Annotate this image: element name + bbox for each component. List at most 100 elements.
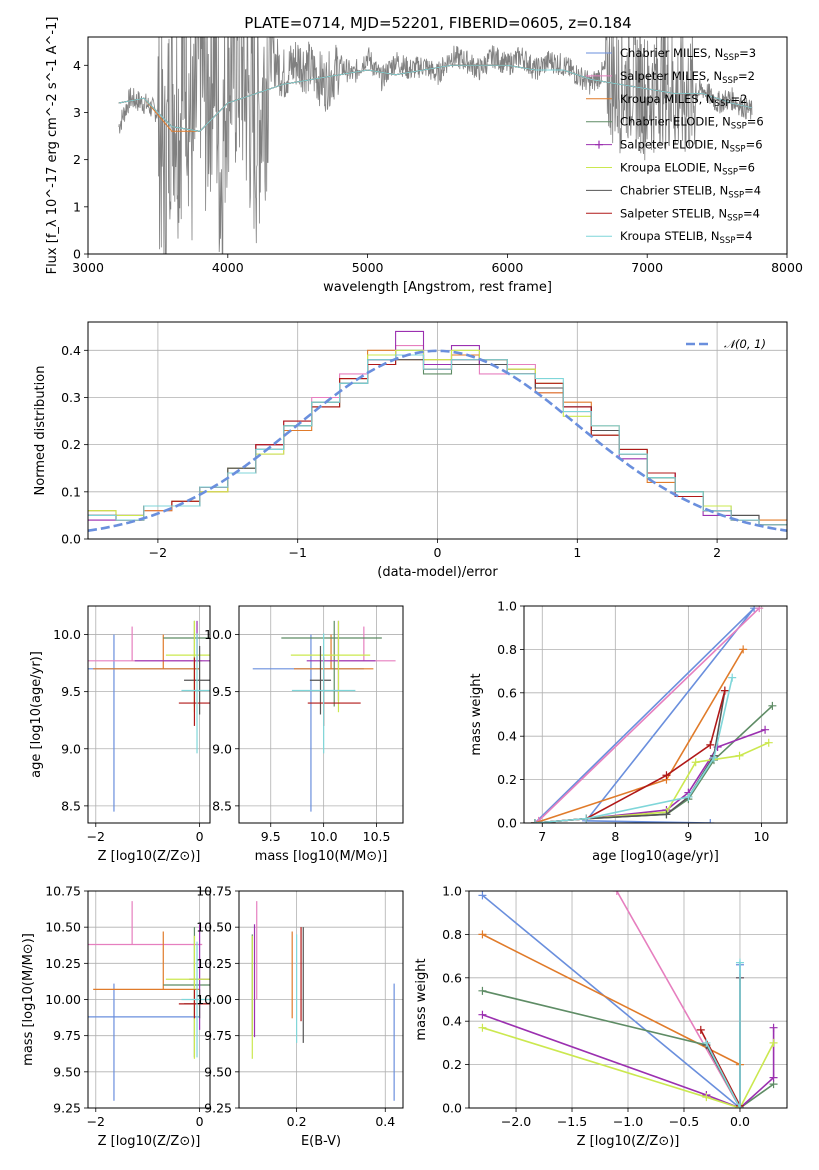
massweight-vs-age-ytick-label-1: 0.2 bbox=[497, 772, 517, 787]
mw-line-kroupa-elodie bbox=[482, 1026, 775, 1108]
residual-histogram-xtick-label-0: −2 bbox=[149, 545, 167, 560]
age-vs-z-frame bbox=[87, 605, 211, 824]
mw-marker-kroupa-stelib-4 bbox=[728, 673, 737, 682]
residual-histogram-xlabel: (data-model)/error bbox=[377, 565, 498, 580]
spectrum-panel: 3000 4000 5000 6000 7000 8000 0 1 2 3 4 wavelength … bbox=[45, 17, 803, 295]
legend-label-salpeter-elodie: Salpeter ELODIE, NSSP=6 bbox=[620, 138, 763, 155]
mw-marker-kroupa-stelib-1 bbox=[735, 1104, 744, 1108]
errorbar-salpeter-elodie bbox=[306, 620, 376, 701]
mw-marker-kroupa-elodie-1 bbox=[702, 1093, 711, 1102]
massweight-vs-age-xtick-label-1: 8 bbox=[611, 829, 619, 844]
residual-histogram-xtick-label-4: 2 bbox=[713, 545, 721, 560]
errorbar-chabrier-elodie bbox=[281, 620, 382, 707]
mw-marker-kroupa-elodie-5 bbox=[764, 738, 773, 747]
residual-histogram-frame bbox=[87, 321, 788, 540]
mass-vs-ebv-ytick-label-3: 10.00 bbox=[196, 992, 232, 1007]
age-vs-mass-xtick-label-0: 9.5 bbox=[261, 829, 281, 844]
mw-marker-salpeter-stelib-3 bbox=[706, 740, 715, 749]
massweight-vs-age-panel: 7 8 9 10 0.0 0.2 0.4 0.6 0.8 1.0 age [log10(age/yr… bbox=[469, 599, 788, 864]
massweight-vs-age-xtick-label-2: 9 bbox=[684, 829, 692, 844]
errorbar-kroupa-stelib bbox=[291, 633, 356, 754]
mw-marker-kroupa-stelib-0 bbox=[530, 819, 539, 823]
spectrum-ylabel: Flux [f_λ 10^-17 erg cm^-2 s^-1 A^-1] bbox=[45, 17, 60, 275]
spectrum-ytick-label-1: 1 bbox=[73, 199, 81, 214]
mw-line-chabrier-miles bbox=[481, 894, 741, 1108]
legend-label-kroupa-elodie: Kroupa ELODIE, NSSP=6 bbox=[620, 161, 755, 178]
mw-line-chabrier-stelib bbox=[534, 690, 726, 823]
data-spectrum-line bbox=[118, 37, 753, 254]
age-vs-z-xlabel: Z [log10(Z/Z⊙)] bbox=[98, 849, 201, 864]
mw-marker-chabrier-stelib-2 bbox=[662, 810, 671, 819]
mw-marker-salpeter-stelib-2 bbox=[662, 771, 671, 780]
massweight-vs-age-plot-area bbox=[530, 606, 777, 823]
mass-vs-z-ytick-label-3: 10.00 bbox=[45, 992, 81, 1007]
legend-label-salpeter-miles: Salpeter MILES, NSSP=2 bbox=[620, 69, 755, 86]
mass-vs-ebv-plot-area bbox=[251, 901, 395, 1101]
mw-marker-kroupa-miles-2 bbox=[739, 645, 748, 654]
massweight-vs-z-ytick-label-4: 0.8 bbox=[442, 927, 462, 942]
errorbar-salpeter-stelib bbox=[178, 657, 210, 726]
mass-vs-z-xtick-label-1: 0 bbox=[196, 1114, 204, 1129]
massweight-vs-z-ytick-label-0: 0.0 bbox=[442, 1101, 462, 1116]
age-vs-mass-xlabel: mass [log10(M/M⊙)] bbox=[255, 849, 388, 864]
mass-vs-ebv-xlabel: E(B-V) bbox=[301, 1134, 341, 1149]
residual-histogram-xtick-label-3: 1 bbox=[573, 545, 581, 560]
mw-marker-chabrier-miles-3 bbox=[706, 819, 715, 823]
massweight-vs-z-ytick-label-3: 0.6 bbox=[442, 970, 462, 985]
age-vs-z-ytick-label-2: 9.5 bbox=[61, 684, 81, 699]
massweight-vs-age-ylabel: mass weight bbox=[469, 673, 484, 755]
age-vs-mass-frame bbox=[238, 605, 404, 824]
age-vs-z-ytick-label-3: 10.0 bbox=[53, 627, 81, 642]
massweight-vs-z-xtick-label-0: −2.0 bbox=[501, 1114, 531, 1129]
mass-vs-ebv-frame bbox=[238, 890, 404, 1109]
mass-vs-ebv-panel: 0.2 0.4 9.25 9.50 9.75 10.00 10.25 10.50 10.75 E(… bbox=[196, 884, 404, 1149]
figure-title: PLATE=0714, MJD=52201, FIBERID=0605, z=0… bbox=[244, 14, 631, 32]
mw-marker-chabrier-elodie-0 bbox=[478, 986, 487, 995]
massweight-vs-z-xtick-label-1: −1.5 bbox=[557, 1114, 587, 1129]
massweight-vs-z-xtick-label-3: −0.5 bbox=[669, 1114, 699, 1129]
errorbar-kroupa-elodie bbox=[290, 620, 371, 713]
massweight-vs-z-ytick-label-2: 0.4 bbox=[442, 1014, 462, 1029]
errorbar-chabrier-elodie bbox=[163, 620, 210, 707]
mass-vs-z-ytick-label-5: 10.50 bbox=[45, 920, 81, 935]
mw-marker-chabrier-miles-0 bbox=[478, 891, 487, 900]
residual-histogram-ytick-label-4: 0.4 bbox=[61, 343, 81, 358]
mw-marker-kroupa-elodie-3 bbox=[691, 758, 700, 767]
age-vs-metallicity-panel: −2 0 8.5 9.0 9.5 10.0 Z [log10(Z/Z⊙)] age [log1… bbox=[29, 605, 211, 864]
spectrum-ytick-label-0: 0 bbox=[73, 247, 81, 262]
mw-line-chabrier-stelib bbox=[705, 977, 741, 1108]
age-vs-z-plot-area bbox=[88, 620, 210, 812]
mw-marker-salpeter-miles-1 bbox=[755, 606, 764, 613]
massweight-vs-age-ytick-label-2: 0.4 bbox=[497, 729, 517, 744]
mass-vs-z-ytick-label-2: 9.75 bbox=[53, 1028, 81, 1043]
residual-histogram-ytick-label-1: 0.1 bbox=[61, 484, 81, 499]
mass-vs-ebv-ytick-label-6: 10.75 bbox=[196, 884, 232, 899]
legend-label-kroupa-miles: Kroupa MILES, NSSP=2 bbox=[620, 92, 747, 109]
spectrum-xlabel: wavelength [Angstrom, rest frame] bbox=[323, 280, 552, 295]
massweight-vs-z-frame bbox=[468, 890, 788, 1109]
mass-vs-ebv-ytick-label-5: 10.50 bbox=[196, 920, 232, 935]
residual-histogram-xtick-label-2: 0 bbox=[434, 545, 442, 560]
mass-vs-z-ytick-label-4: 10.25 bbox=[45, 956, 81, 971]
spectrum-xtick-label-5: 8000 bbox=[771, 260, 803, 275]
mw-marker-salpeter-elodie-3 bbox=[769, 1073, 778, 1082]
mass-vs-ebv-ytick-label-0: 9.25 bbox=[204, 1101, 232, 1116]
mw-marker-kroupa-miles-0 bbox=[478, 930, 487, 939]
mass-vs-z-xtick-label-0: −2 bbox=[87, 1114, 105, 1129]
age-vs-mass-plot-area bbox=[252, 620, 396, 812]
normal-curve-line bbox=[88, 349, 787, 532]
errorbar-chabrier-stelib bbox=[184, 645, 210, 715]
mass-vs-z-frame bbox=[87, 890, 211, 1109]
massweight-vs-age-xtick-label-3: 10 bbox=[753, 829, 769, 844]
mass-vs-z-ytick-label-6: 10.75 bbox=[45, 884, 81, 899]
mass-vs-ebv-ytick-label-1: 9.50 bbox=[204, 1064, 232, 1079]
spectrum-xtick-label-0: 3000 bbox=[72, 260, 104, 275]
legend-label-salpeter-stelib: Salpeter STELIB, NSSP=4 bbox=[620, 206, 760, 223]
age-vs-mass-ytick-label-3: 10.0 bbox=[204, 627, 232, 642]
mw-marker-kroupa-stelib-3 bbox=[709, 753, 718, 762]
mass-vs-z-ytick-label-0: 9.25 bbox=[53, 1101, 81, 1116]
mass-vs-ebv-xtick-label-1: 0.4 bbox=[375, 1114, 395, 1129]
mw-marker-kroupa-stelib-0 bbox=[702, 1038, 711, 1047]
mass-vs-ebv-xtick-label-0: 0.2 bbox=[287, 1114, 307, 1129]
mw-line-chabrier-elodie bbox=[534, 705, 773, 823]
